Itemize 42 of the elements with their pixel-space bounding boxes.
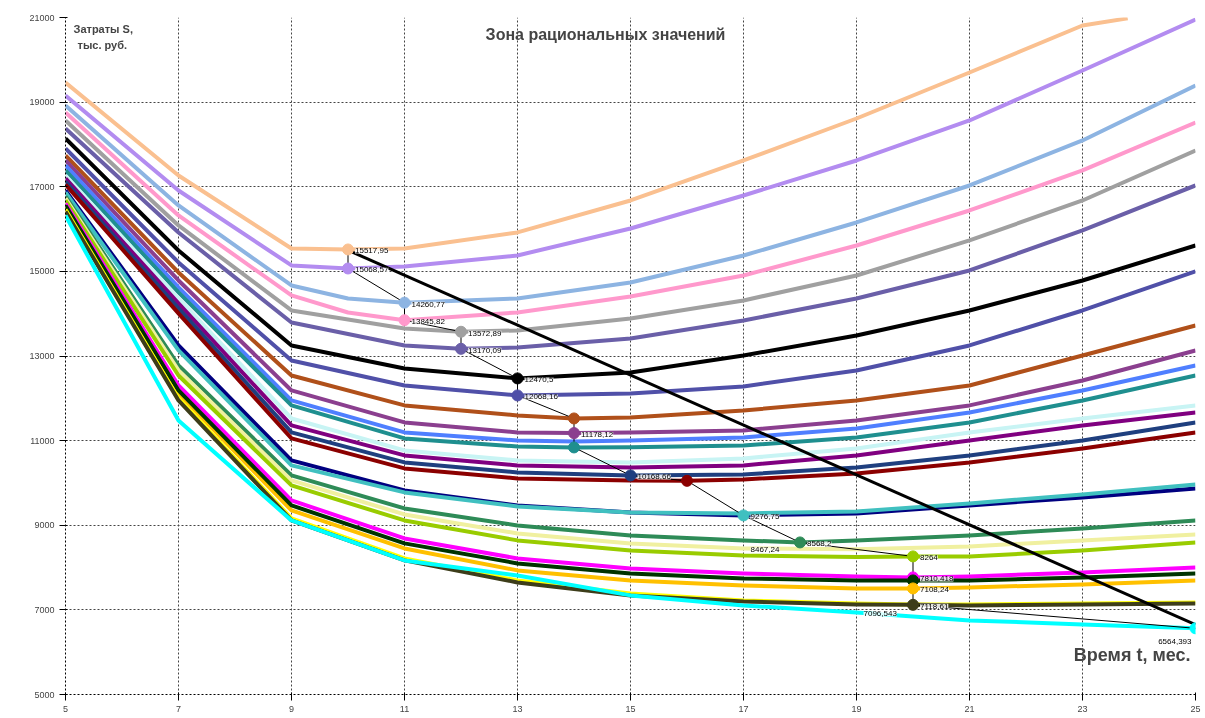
annotation: 13572,89	[468, 328, 502, 338]
annotation: 7096,543	[863, 609, 898, 619]
annotation: 13845,82	[411, 317, 446, 327]
x-tick-label: 23	[1077, 703, 1088, 714]
annotation: 8568,2	[807, 539, 833, 549]
x-tick-label: 7	[176, 703, 182, 714]
annotation: 13170,09	[468, 345, 502, 355]
y-tick-label: 15000	[29, 266, 55, 277]
y-tick-label: 17000	[29, 181, 55, 192]
x-axis-title: Время t, мес.	[1073, 644, 1191, 665]
annotation: 7108,24	[920, 585, 950, 595]
y-tick-label: 19000	[29, 97, 55, 108]
annotation: 10168,66	[637, 472, 672, 482]
annotation: 8467,24	[750, 545, 780, 555]
y-axis-title: Затраты S, тыс. руб.	[73, 22, 133, 51]
x-tick-label: 11	[399, 703, 410, 714]
y-tick-label: 21000	[29, 12, 55, 23]
annotation: 12068,16	[524, 392, 559, 402]
annotation: 9276,75	[750, 512, 780, 522]
x-tick-label: 21	[964, 703, 975, 714]
annotation: 8264	[920, 553, 939, 563]
x-tick-label: 17	[738, 703, 749, 714]
x-tick-label: 9	[289, 703, 295, 714]
annotation: 6564,393	[1158, 637, 1193, 647]
y-tick-label: 5000	[34, 689, 55, 700]
x-tick-label: 25	[1190, 703, 1201, 714]
annotation: 7118,61	[920, 601, 949, 611]
x-tick-label: 19	[851, 703, 862, 714]
y-tick-label: 9000	[34, 520, 55, 531]
x-tick-label: 15	[625, 703, 636, 714]
annotation: 14260,77	[411, 299, 446, 309]
x-tick-label: 13	[512, 703, 523, 714]
annotation: 7810,418	[920, 574, 954, 584]
annotation: 15517,95	[355, 246, 389, 256]
text: Зона рациональных значений	[485, 25, 726, 43]
y-tick-label: 13000	[29, 351, 55, 361]
annotation: 15068,57	[355, 265, 389, 275]
y-tick-label: 7000	[34, 604, 55, 615]
x-tick-label: 5	[63, 703, 69, 714]
annotation: 11178,12	[581, 430, 614, 440]
y-tick-label: 11000	[30, 435, 55, 446]
annotation: 12470,5	[524, 375, 554, 385]
